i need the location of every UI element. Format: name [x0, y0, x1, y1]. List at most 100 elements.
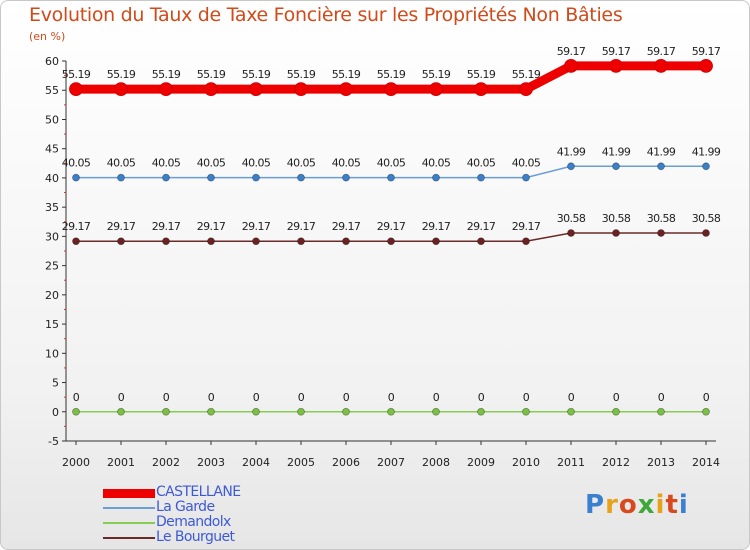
data-point-la-garde — [657, 162, 665, 171]
data-label-castellane: 55.19 — [287, 68, 316, 81]
data-label-castellane: 59.17 — [647, 45, 676, 58]
data-point-demandolx — [657, 407, 665, 416]
data-point-le-bourguet — [432, 237, 440, 246]
data-label-demandolx: 0 — [613, 391, 620, 404]
x-tick-label: 2014 — [692, 456, 720, 469]
data-point-le-bourguet — [252, 237, 260, 246]
data-point-le-bourguet — [567, 229, 575, 237]
logo-letter: i — [678, 490, 689, 520]
data-point-castellane — [204, 82, 218, 97]
y-tick-label: 40 — [45, 172, 59, 185]
data-point-castellane — [519, 82, 533, 97]
data-point-le-bourguet — [477, 237, 485, 246]
data-point-demandolx — [702, 407, 710, 416]
data-point-le-bourguet — [612, 229, 620, 237]
data-label-le-bourguet: 29.17 — [467, 220, 496, 233]
data-point-le-bourguet — [387, 237, 395, 246]
data-label-le-bourguet: 29.17 — [422, 220, 451, 233]
data-point-le-bourguet — [297, 237, 305, 246]
data-label-castellane: 55.19 — [377, 68, 406, 81]
data-point-la-garde — [207, 173, 215, 182]
data-label-demandolx: 0 — [568, 391, 575, 404]
data-label-la-garde: 40.05 — [197, 157, 226, 170]
chart-title: Evolution du Taux de Taxe Foncière sur l… — [29, 4, 623, 26]
data-label-le-bourguet: 30.58 — [602, 212, 631, 225]
data-label-demandolx: 0 — [388, 391, 395, 404]
data-label-castellane: 55.19 — [197, 68, 226, 81]
legend-swatch-demandolx — [103, 522, 155, 524]
data-point-castellane — [159, 82, 173, 97]
data-label-castellane: 55.19 — [107, 68, 136, 81]
data-label-la-garde: 40.05 — [62, 157, 91, 170]
data-label-la-garde: 40.05 — [377, 157, 406, 170]
data-point-castellane — [294, 82, 308, 97]
data-point-la-garde — [387, 173, 395, 182]
y-tick-label: 20 — [45, 289, 59, 302]
data-label-la-garde: 40.05 — [467, 157, 496, 170]
data-label-la-garde: 40.05 — [107, 157, 136, 170]
data-point-demandolx — [342, 407, 350, 416]
logo-letter: t — [665, 490, 679, 520]
y-tick-label: 50 — [45, 113, 59, 126]
x-tick-label: 2012 — [602, 456, 630, 469]
data-point-demandolx — [432, 407, 440, 416]
x-tick-label: 2001 — [107, 456, 135, 469]
x-tick-label: 2011 — [557, 456, 585, 469]
data-label-castellane: 55.19 — [62, 68, 91, 81]
data-point-le-bourguet — [702, 229, 710, 237]
data-point-demandolx — [387, 407, 395, 416]
data-label-demandolx: 0 — [433, 391, 440, 404]
data-label-demandolx: 0 — [658, 391, 665, 404]
data-label-le-bourguet: 29.17 — [152, 220, 181, 233]
data-point-castellane — [699, 58, 713, 73]
data-label-demandolx: 0 — [478, 391, 485, 404]
data-point-le-bourguet — [207, 237, 215, 246]
legend-label-demandolx: Demandolx — [156, 514, 231, 530]
data-label-demandolx: 0 — [703, 391, 710, 404]
data-label-le-bourguet: 30.58 — [692, 212, 721, 225]
data-point-la-garde — [72, 173, 80, 182]
data-point-castellane — [654, 58, 668, 73]
data-point-la-garde — [567, 162, 575, 171]
y-tick-label: 55 — [45, 84, 59, 97]
data-label-castellane: 59.17 — [557, 45, 586, 58]
data-label-le-bourguet: 29.17 — [197, 220, 226, 233]
data-point-le-bourguet — [162, 237, 170, 246]
data-label-castellane: 55.19 — [467, 68, 496, 81]
data-label-demandolx: 0 — [298, 391, 305, 404]
chart-unit: (en %) — [29, 30, 66, 43]
y-tick-label: 30 — [45, 230, 59, 243]
data-label-castellane: 59.17 — [692, 45, 721, 58]
y-tick-label: 5 — [52, 377, 59, 390]
legend-label-castellane: CASTELLANE — [156, 484, 241, 500]
data-point-demandolx — [567, 407, 575, 416]
x-tick-label: 2004 — [242, 456, 270, 469]
data-point-le-bourguet — [72, 237, 80, 246]
data-point-le-bourguet — [657, 229, 665, 237]
x-tick-label: 2006 — [332, 456, 360, 469]
data-label-le-bourguet: 29.17 — [377, 220, 406, 233]
data-label-castellane: 55.19 — [512, 68, 541, 81]
data-point-demandolx — [297, 407, 305, 416]
data-point-demandolx — [252, 407, 260, 416]
logo-letter: o — [618, 490, 638, 520]
data-point-demandolx — [117, 407, 125, 416]
data-point-castellane — [69, 82, 83, 97]
data-label-la-garde: 40.05 — [332, 157, 361, 170]
data-label-la-garde: 40.05 — [152, 157, 181, 170]
data-label-demandolx: 0 — [208, 391, 215, 404]
data-point-la-garde — [432, 173, 440, 182]
data-label-castellane: 55.19 — [422, 68, 451, 81]
data-point-la-garde — [162, 173, 170, 182]
data-point-la-garde — [702, 162, 710, 171]
data-label-le-bourguet: 29.17 — [512, 220, 541, 233]
data-label-castellane: 55.19 — [242, 68, 271, 81]
x-tick-label: 2008 — [422, 456, 450, 469]
data-point-demandolx — [207, 407, 215, 416]
data-label-castellane: 55.19 — [332, 68, 361, 81]
y-tick-label: 35 — [45, 201, 59, 214]
data-label-la-garde: 41.99 — [602, 145, 631, 158]
data-label-le-bourguet: 29.17 — [287, 220, 316, 233]
data-label-demandolx: 0 — [163, 391, 170, 404]
